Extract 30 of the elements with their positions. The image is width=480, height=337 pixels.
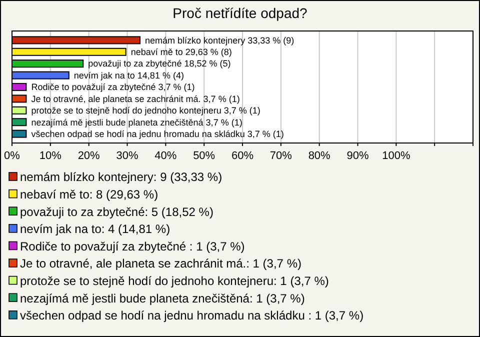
data-label: nezajímá mě jestli bude planeta znečištěná 3,7 % (1) [31,117,242,128]
legend-label: nemám blízko kontejnery: 9 (33,33 %) [20,170,222,184]
legend-label: nevím jak na to: 4 (14,81 %) [20,222,170,236]
legend-label: Rodiče to považují za zbytečné : 1 (3,7 %) [20,239,245,254]
data-label: nebaví mě to 29,63 % (8) [130,47,232,58]
data-label: Je to otravné, ale planeta se zachránit má. 3,7 % (1) [31,94,240,104]
data-label: nemám blízko kontejnery 33,33 % (9) [145,35,294,46]
x-tick-label: 20% [78,150,100,162]
x-tick-label: 90% [346,150,369,162]
data-label: Rodiče to považují za zbytečné 3,7 % (1) [31,82,195,92]
x-tick-label: 40% [154,150,177,162]
x-tick-label: 50% [193,150,216,162]
x-tick-label: 10% [39,150,62,162]
legend-label: všechen odpad se hodí na jednu hromadu na skládku : 1 (3,7 %) [20,308,364,323]
data-label: protože se to stejně hodí do jednoho kontejneru 3,7 % (1) [31,106,260,116]
chart-title: Proč netřídíte odpad? [172,5,308,21]
data-label: všechen odpad se hodí na jednu hromadu na skládku 3,7 % (1) [31,128,284,139]
x-tick-label: 100% [382,150,410,162]
x-tick-label: 30% [116,150,138,162]
x-tick-label: 0% [4,150,20,162]
data-label: nevím jak na to 14,81 % (4) [74,70,184,80]
data-label: považuji to za zbytečné 18,52 % (5) [88,58,231,69]
legend-label: považuji to za zbytečné: 5 (18,52 %) [20,204,214,219]
legend-label: nebaví mě to: 8 (29,63 %) [20,188,158,202]
legend-label: Je to otravné, ale planeta se zachránit má.: 1 (3,7 %) [20,256,302,271]
x-tick-label: 60% [231,150,254,162]
x-tick-label: 80% [308,150,331,162]
x-tick-label: 70% [270,150,292,162]
legend-label: nezajímá mě jestli bude planeta znečištěná: 1 (3,7 %) [20,291,305,306]
legend-label: protože se to stejně hodí do jednoho kontejneru: 1 (3,7 %) [20,274,329,288]
